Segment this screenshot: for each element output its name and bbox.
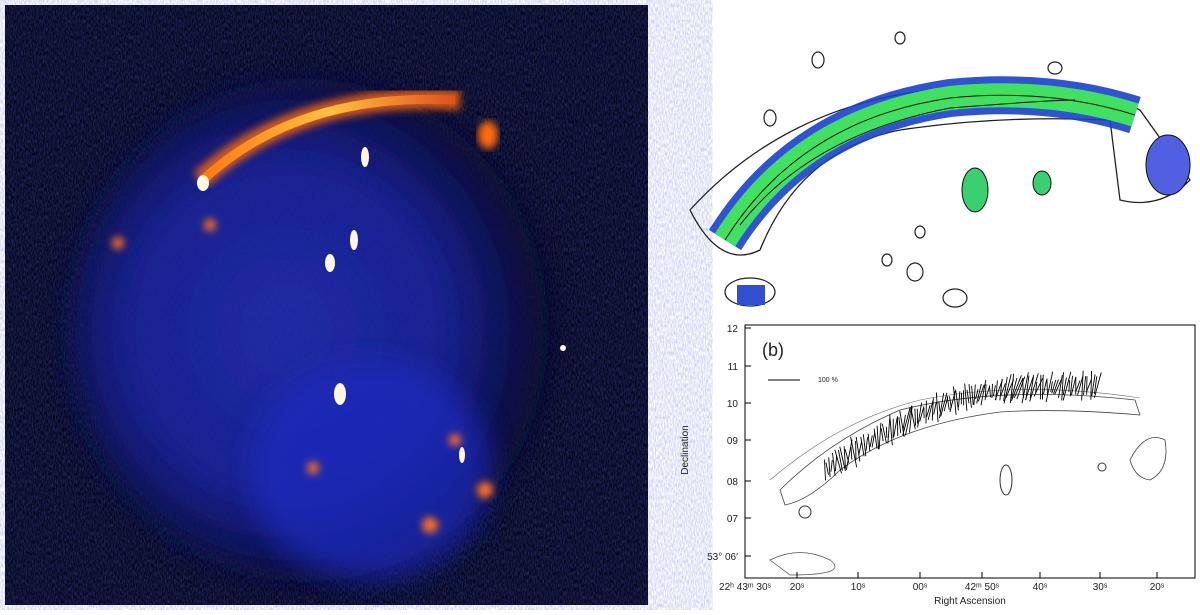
plot-frame: [745, 325, 1195, 578]
y-axis-label: Declination: [680, 425, 691, 474]
x-tick-label: 00ˢ: [913, 582, 928, 593]
y-tick-label: 53° 06′: [707, 552, 738, 563]
y-tick-label: 07: [727, 514, 739, 525]
contour-image: [690, 32, 1190, 307]
x-tick-label: 22ʰ 43ᵐ 30ˢ: [719, 582, 771, 593]
polarization-vector: [992, 384, 993, 398]
x-tick-label: 42ᵐ 50ˢ: [965, 582, 1000, 593]
x-tick-label: 30ˢ: [1093, 582, 1108, 593]
x-tick-label: 10ˢ: [851, 582, 866, 593]
radio-image: [5, 5, 648, 605]
y-tick-label: 08: [727, 477, 739, 488]
y-tick-label: 10: [727, 399, 739, 410]
x-tick-label: 20ˢ: [1150, 582, 1165, 593]
x-tick-label: 20ˢ: [790, 582, 805, 593]
y-tick-label: 09: [727, 436, 739, 447]
polarization-vector: [1047, 378, 1048, 395]
y-tick-label: 11: [728, 362, 739, 373]
page: (b) 100 % Declination Right Ascension 12…: [0, 0, 1200, 610]
figure: (b) 100 % Declination Right Ascension 12…: [0, 0, 1200, 610]
polarization-plot: (b) 100 % Declination Right Ascension 12…: [680, 324, 1195, 607]
scale-label: 100 %: [818, 377, 838, 384]
x-tick-label: 40ˢ: [1033, 582, 1048, 593]
x-axis-label: Right Ascension: [934, 596, 1006, 607]
y-tick-label: 12: [727, 324, 739, 335]
polarization-vector: [1040, 375, 1041, 399]
polarization-vector: [915, 409, 916, 426]
panel-label: (b): [762, 340, 784, 360]
